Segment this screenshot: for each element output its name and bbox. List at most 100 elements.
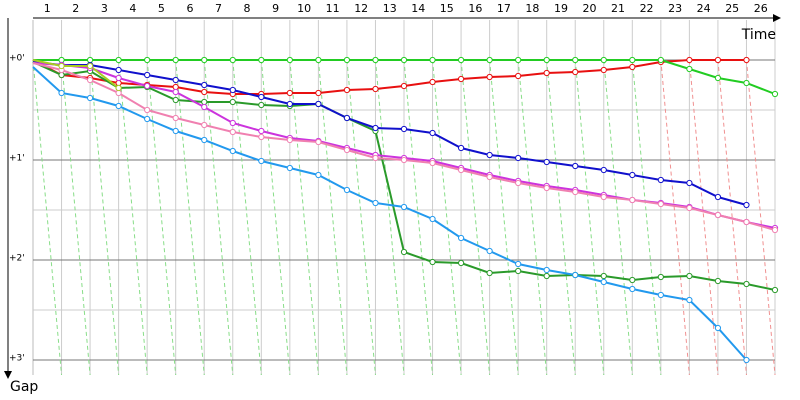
lap-line bbox=[603, 59, 633, 376]
point bbox=[144, 115, 151, 123]
point bbox=[572, 188, 579, 196]
x-tick-label: 24 bbox=[697, 2, 711, 15]
x-tick-label: 23 bbox=[668, 2, 682, 15]
x-tick-label: 11 bbox=[326, 2, 340, 15]
point bbox=[429, 258, 436, 266]
point bbox=[714, 193, 722, 201]
lap-line bbox=[403, 59, 434, 376]
point bbox=[686, 204, 693, 212]
x-tick-label: 2 bbox=[72, 2, 79, 15]
y-tick-label: +0' bbox=[9, 54, 25, 64]
point bbox=[372, 85, 379, 93]
lap-lines bbox=[32, 59, 776, 376]
point bbox=[115, 66, 122, 74]
point bbox=[258, 101, 265, 109]
point bbox=[600, 272, 607, 280]
lap-line bbox=[489, 59, 519, 376]
point bbox=[229, 56, 236, 64]
x-tick-label: 20 bbox=[583, 2, 597, 15]
point bbox=[572, 162, 579, 170]
point bbox=[58, 71, 65, 79]
x-tick-label: 16 bbox=[468, 2, 482, 15]
point bbox=[543, 272, 550, 280]
point bbox=[486, 56, 493, 64]
lap-line bbox=[146, 59, 177, 376]
point bbox=[258, 56, 265, 64]
point bbox=[315, 171, 322, 179]
series-line bbox=[32, 59, 120, 89]
point bbox=[229, 86, 236, 94]
point bbox=[172, 76, 179, 84]
point bbox=[429, 159, 436, 167]
lap-line bbox=[717, 59, 747, 376]
point bbox=[629, 171, 636, 179]
point bbox=[315, 56, 322, 64]
point bbox=[286, 100, 293, 108]
point bbox=[343, 56, 351, 64]
point bbox=[457, 259, 465, 267]
y-tick-label: +2' bbox=[9, 254, 25, 264]
point bbox=[515, 267, 522, 275]
point bbox=[657, 291, 664, 299]
point bbox=[629, 56, 636, 64]
point bbox=[743, 201, 750, 209]
grid bbox=[32, 20, 776, 375]
point bbox=[115, 74, 122, 82]
point bbox=[258, 127, 265, 135]
y-axis-title: Gap bbox=[10, 379, 38, 395]
point bbox=[144, 56, 151, 64]
point bbox=[486, 247, 493, 255]
point bbox=[144, 106, 151, 114]
point bbox=[686, 65, 693, 73]
y-tick-label: +1' bbox=[9, 154, 25, 164]
point bbox=[343, 186, 351, 194]
point bbox=[629, 196, 636, 204]
point bbox=[714, 56, 722, 64]
series-line bbox=[32, 66, 748, 361]
lap-line bbox=[32, 59, 63, 376]
lap-line bbox=[260, 59, 291, 376]
point bbox=[286, 56, 293, 64]
x-tick-label: 10 bbox=[297, 2, 311, 15]
point bbox=[457, 144, 465, 152]
point bbox=[229, 128, 236, 136]
point bbox=[86, 94, 94, 102]
lap-line bbox=[289, 59, 319, 376]
point bbox=[400, 203, 408, 211]
point bbox=[201, 136, 208, 144]
point bbox=[286, 164, 293, 172]
point bbox=[201, 103, 208, 111]
series-line bbox=[32, 59, 747, 95]
x-tick-label: 7 bbox=[215, 2, 222, 15]
point bbox=[543, 69, 550, 77]
point bbox=[543, 184, 550, 192]
point bbox=[400, 82, 408, 90]
x-tick-label: 15 bbox=[440, 2, 454, 15]
x-tick-label: 26 bbox=[754, 2, 768, 15]
series-line bbox=[32, 61, 747, 206]
point bbox=[429, 78, 436, 86]
point bbox=[400, 56, 408, 64]
y-tick-label: +3' bbox=[9, 354, 25, 364]
point bbox=[115, 89, 122, 97]
point bbox=[515, 72, 522, 80]
x-tick-label: 6 bbox=[186, 2, 193, 15]
point bbox=[429, 129, 436, 137]
point bbox=[629, 276, 636, 284]
point bbox=[315, 100, 322, 108]
point bbox=[115, 56, 122, 64]
point bbox=[115, 102, 122, 110]
lap-line bbox=[745, 59, 776, 376]
point bbox=[315, 138, 322, 146]
x-tick-label: 17 bbox=[497, 2, 511, 15]
point bbox=[457, 234, 465, 242]
point bbox=[172, 96, 179, 104]
point bbox=[144, 71, 151, 79]
x-tick-label: 21 bbox=[611, 2, 625, 15]
point bbox=[743, 218, 750, 226]
x-tick-label: 9 bbox=[272, 2, 279, 15]
point bbox=[686, 56, 693, 64]
point bbox=[86, 76, 94, 84]
point bbox=[572, 271, 579, 279]
point bbox=[400, 156, 408, 164]
